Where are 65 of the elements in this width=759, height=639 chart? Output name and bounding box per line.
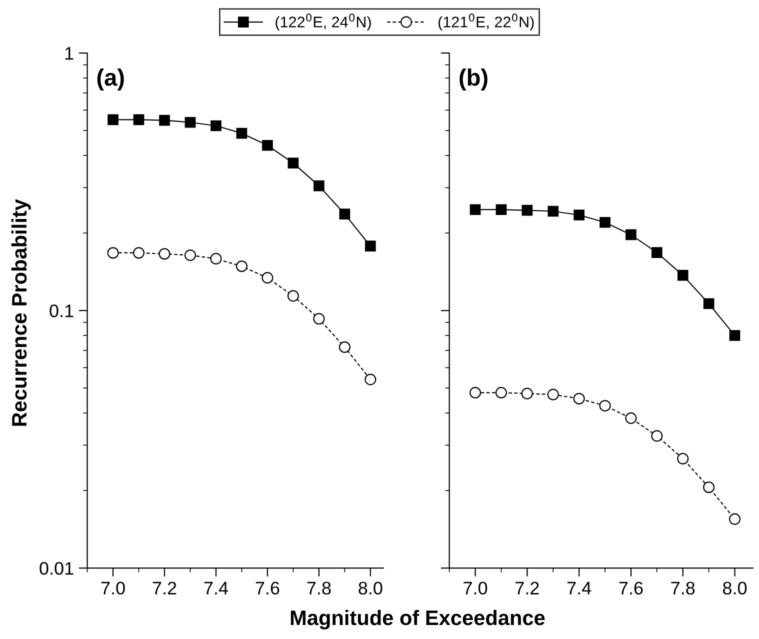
x-tick-label: 7.2 — [516, 582, 539, 594]
point — [365, 240, 376, 252]
point — [236, 260, 248, 272]
point — [677, 270, 688, 281]
point — [108, 114, 118, 126]
x-tick-label: 7.6 — [619, 582, 643, 595]
point — [262, 140, 273, 151]
x-tick-label: 7.4 — [567, 582, 592, 594]
point — [496, 204, 507, 216]
point — [313, 313, 325, 325]
point — [625, 412, 637, 424]
point — [314, 180, 324, 192]
point — [287, 290, 299, 302]
point — [495, 386, 507, 398]
point — [729, 330, 740, 341]
point — [652, 247, 662, 258]
point — [703, 298, 714, 310]
point — [600, 216, 610, 228]
point — [107, 247, 119, 259]
point — [210, 120, 222, 132]
x-tick-label: 7.2 — [152, 582, 176, 594]
annotation: (b) — [460, 68, 488, 90]
y-axis-title: Recurrence Probability — [11, 199, 31, 426]
point — [651, 430, 663, 442]
point — [158, 248, 170, 260]
point — [364, 374, 376, 386]
y-tick-label: 0.01 — [40, 562, 74, 575]
annotation: (a) — [97, 68, 124, 90]
point — [184, 116, 196, 128]
point — [522, 204, 533, 216]
x-tick-label: 8.0 — [358, 582, 382, 595]
point — [547, 388, 559, 400]
x-tick-label: 8.0 — [723, 582, 747, 595]
x-tick-label: 7.8 — [307, 582, 331, 595]
point — [703, 481, 715, 494]
point — [133, 247, 145, 259]
point — [470, 204, 481, 216]
point — [262, 272, 274, 284]
y-tick-label: 1 — [65, 47, 74, 60]
point — [470, 386, 482, 398]
point — [339, 208, 350, 220]
x-tick-label: 7.6 — [256, 582, 280, 595]
legend-label: (122$^{0}$E, 24$^{0}$N) — [276, 14, 371, 30]
point — [521, 388, 533, 400]
point — [548, 206, 559, 217]
point — [236, 128, 248, 139]
point — [599, 400, 611, 412]
x-axis-title: Magnitude of Exceedance — [290, 610, 545, 630]
point — [210, 252, 222, 264]
x-tick-label: 7.0 — [464, 582, 488, 595]
point — [626, 229, 636, 240]
point — [573, 392, 585, 404]
point — [729, 513, 741, 525]
x-tick-label: 7.8 — [671, 582, 695, 595]
point — [184, 249, 196, 261]
y-tick-label: 0.1 — [50, 304, 74, 318]
point — [677, 452, 689, 464]
x-tick-label: 7.0 — [101, 582, 125, 595]
point — [338, 341, 350, 353]
point — [133, 114, 144, 126]
legend-label: (121$^{0}$E, 22$^{0}$N) — [438, 14, 534, 30]
point — [159, 114, 170, 126]
point — [574, 210, 584, 220]
point — [288, 158, 299, 168]
x-tick-label: 7.4 — [204, 582, 228, 594]
